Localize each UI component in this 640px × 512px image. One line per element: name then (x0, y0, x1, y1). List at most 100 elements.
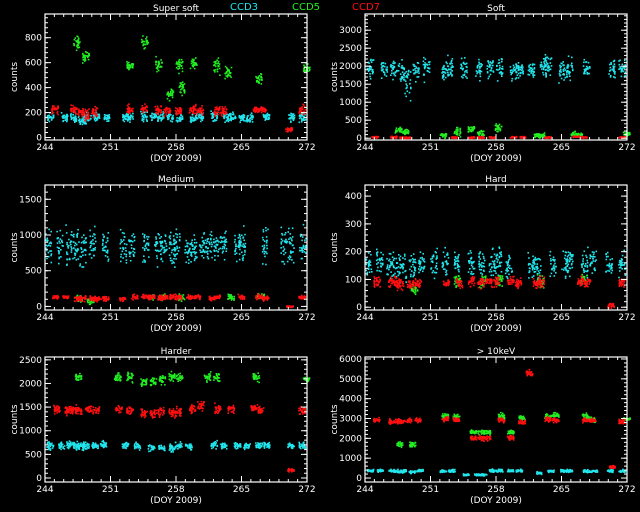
data-point-ccd3 (122, 239, 125, 241)
data-point-ccd3 (378, 258, 381, 261)
data-point-ccd3 (97, 116, 99, 119)
data-point-ccd5 (88, 53, 90, 56)
data-point-ccd3 (189, 243, 191, 245)
data-point-ccd5 (214, 71, 216, 73)
data-point-ccd3 (193, 242, 196, 244)
data-point-ccd7 (145, 105, 148, 107)
data-point-ccd3 (402, 78, 405, 81)
data-point-ccd3 (123, 253, 126, 255)
data-point-ccd3 (178, 246, 181, 249)
data-point-ccd3 (263, 244, 266, 247)
data-point-ccd3 (59, 229, 62, 232)
data-point-ccd3 (94, 249, 96, 251)
data-point-ccd3 (231, 113, 234, 116)
data-point-ccd3 (280, 243, 283, 245)
data-point-ccd5 (496, 130, 498, 133)
data-point-ccd7 (289, 128, 292, 130)
data-point-ccd7 (300, 108, 303, 111)
data-point-ccd3 (443, 78, 445, 81)
data-point-ccd3 (533, 68, 536, 70)
data-point-ccd7 (548, 136, 551, 138)
data-point-ccd3 (175, 253, 177, 256)
data-point-ccd3 (402, 67, 404, 70)
data-point-ccd7 (131, 108, 133, 110)
data-point-ccd5 (576, 134, 579, 137)
data-point-ccd3 (401, 59, 403, 61)
data-point-ccd7 (257, 110, 260, 112)
data-point-ccd7 (73, 106, 75, 109)
data-point-ccd7 (214, 106, 217, 109)
data-point-ccd3 (417, 70, 419, 72)
data-point-ccd3 (492, 70, 494, 72)
data-point-ccd5 (407, 132, 410, 135)
data-point-ccd5 (214, 62, 217, 65)
y-tick-label: 500 (345, 116, 362, 126)
data-point-ccd3 (621, 69, 623, 71)
data-point-ccd5 (625, 135, 627, 137)
data-point-ccd3 (285, 238, 287, 241)
data-point-ccd7 (224, 113, 226, 115)
y-tick-label: 400 (25, 84, 42, 94)
data-point-ccd3 (265, 118, 267, 121)
data-point-ccd3 (120, 260, 122, 263)
data-point-ccd7 (210, 297, 213, 299)
data-point-ccd3 (74, 118, 76, 121)
data-point-ccd5 (126, 62, 129, 65)
data-point-ccd3 (173, 247, 176, 249)
data-point-ccd3 (126, 115, 128, 118)
x-tick-label: 251 (102, 143, 119, 153)
data-point-ccd7 (299, 113, 301, 115)
data-point-ccd3 (299, 233, 302, 236)
data-point-ccd3 (266, 112, 269, 115)
data-point-ccd3 (268, 115, 271, 117)
data-point-ccd7 (106, 299, 109, 301)
data-point-ccd7 (77, 113, 80, 115)
data-point-ccd3 (58, 262, 60, 265)
data-point-ccd3 (128, 240, 130, 242)
data-point-ccd7 (260, 297, 263, 300)
data-point-ccd3 (567, 65, 570, 67)
data-point-ccd3 (227, 113, 230, 116)
data-point-ccd5 (78, 42, 80, 44)
data-point-ccd5 (90, 302, 93, 304)
data-point-ccd3 (212, 116, 214, 118)
data-point-ccd3 (246, 117, 248, 119)
data-point-ccd7 (581, 135, 584, 138)
data-point-ccd3 (146, 111, 148, 113)
data-point-ccd3 (83, 234, 85, 236)
data-point-ccd3 (487, 77, 490, 80)
data-point-ccd3 (103, 236, 105, 239)
data-point-ccd7 (196, 113, 199, 116)
data-point-ccd7 (186, 296, 188, 299)
data-point-ccd7 (256, 298, 258, 301)
data-point-ccd3 (149, 115, 152, 117)
data-point-ccd3 (532, 73, 534, 75)
data-point-ccd3 (176, 233, 179, 236)
data-point-ccd7 (97, 297, 100, 300)
data-point-ccd7 (136, 295, 139, 297)
data-point-ccd5 (470, 129, 472, 131)
data-point-ccd3 (198, 115, 200, 118)
data-point-ccd5 (399, 126, 401, 129)
data-point-ccd3 (201, 115, 204, 118)
data-point-ccd5 (183, 298, 186, 301)
data-point-ccd3 (609, 63, 611, 66)
data-point-ccd3 (528, 64, 530, 67)
data-point-ccd5 (227, 69, 230, 72)
data-point-ccd7 (193, 297, 196, 300)
data-point-ccd7 (299, 107, 302, 109)
data-point-ccd3 (283, 248, 286, 250)
data-point-ccd7 (222, 111, 224, 114)
data-point-ccd3 (511, 72, 513, 74)
data-point-ccd3 (559, 71, 561, 73)
data-point-ccd5 (127, 66, 130, 69)
data-point-ccd3 (372, 71, 374, 74)
data-point-ccd7 (215, 113, 217, 115)
data-point-ccd7 (56, 112, 58, 114)
data-point-ccd7 (289, 129, 292, 132)
data-point-ccd3 (609, 70, 611, 72)
data-point-ccd3 (186, 242, 189, 245)
data-point-ccd3 (50, 242, 53, 245)
data-point-ccd7 (477, 136, 479, 138)
data-point-ccd3 (464, 57, 466, 59)
